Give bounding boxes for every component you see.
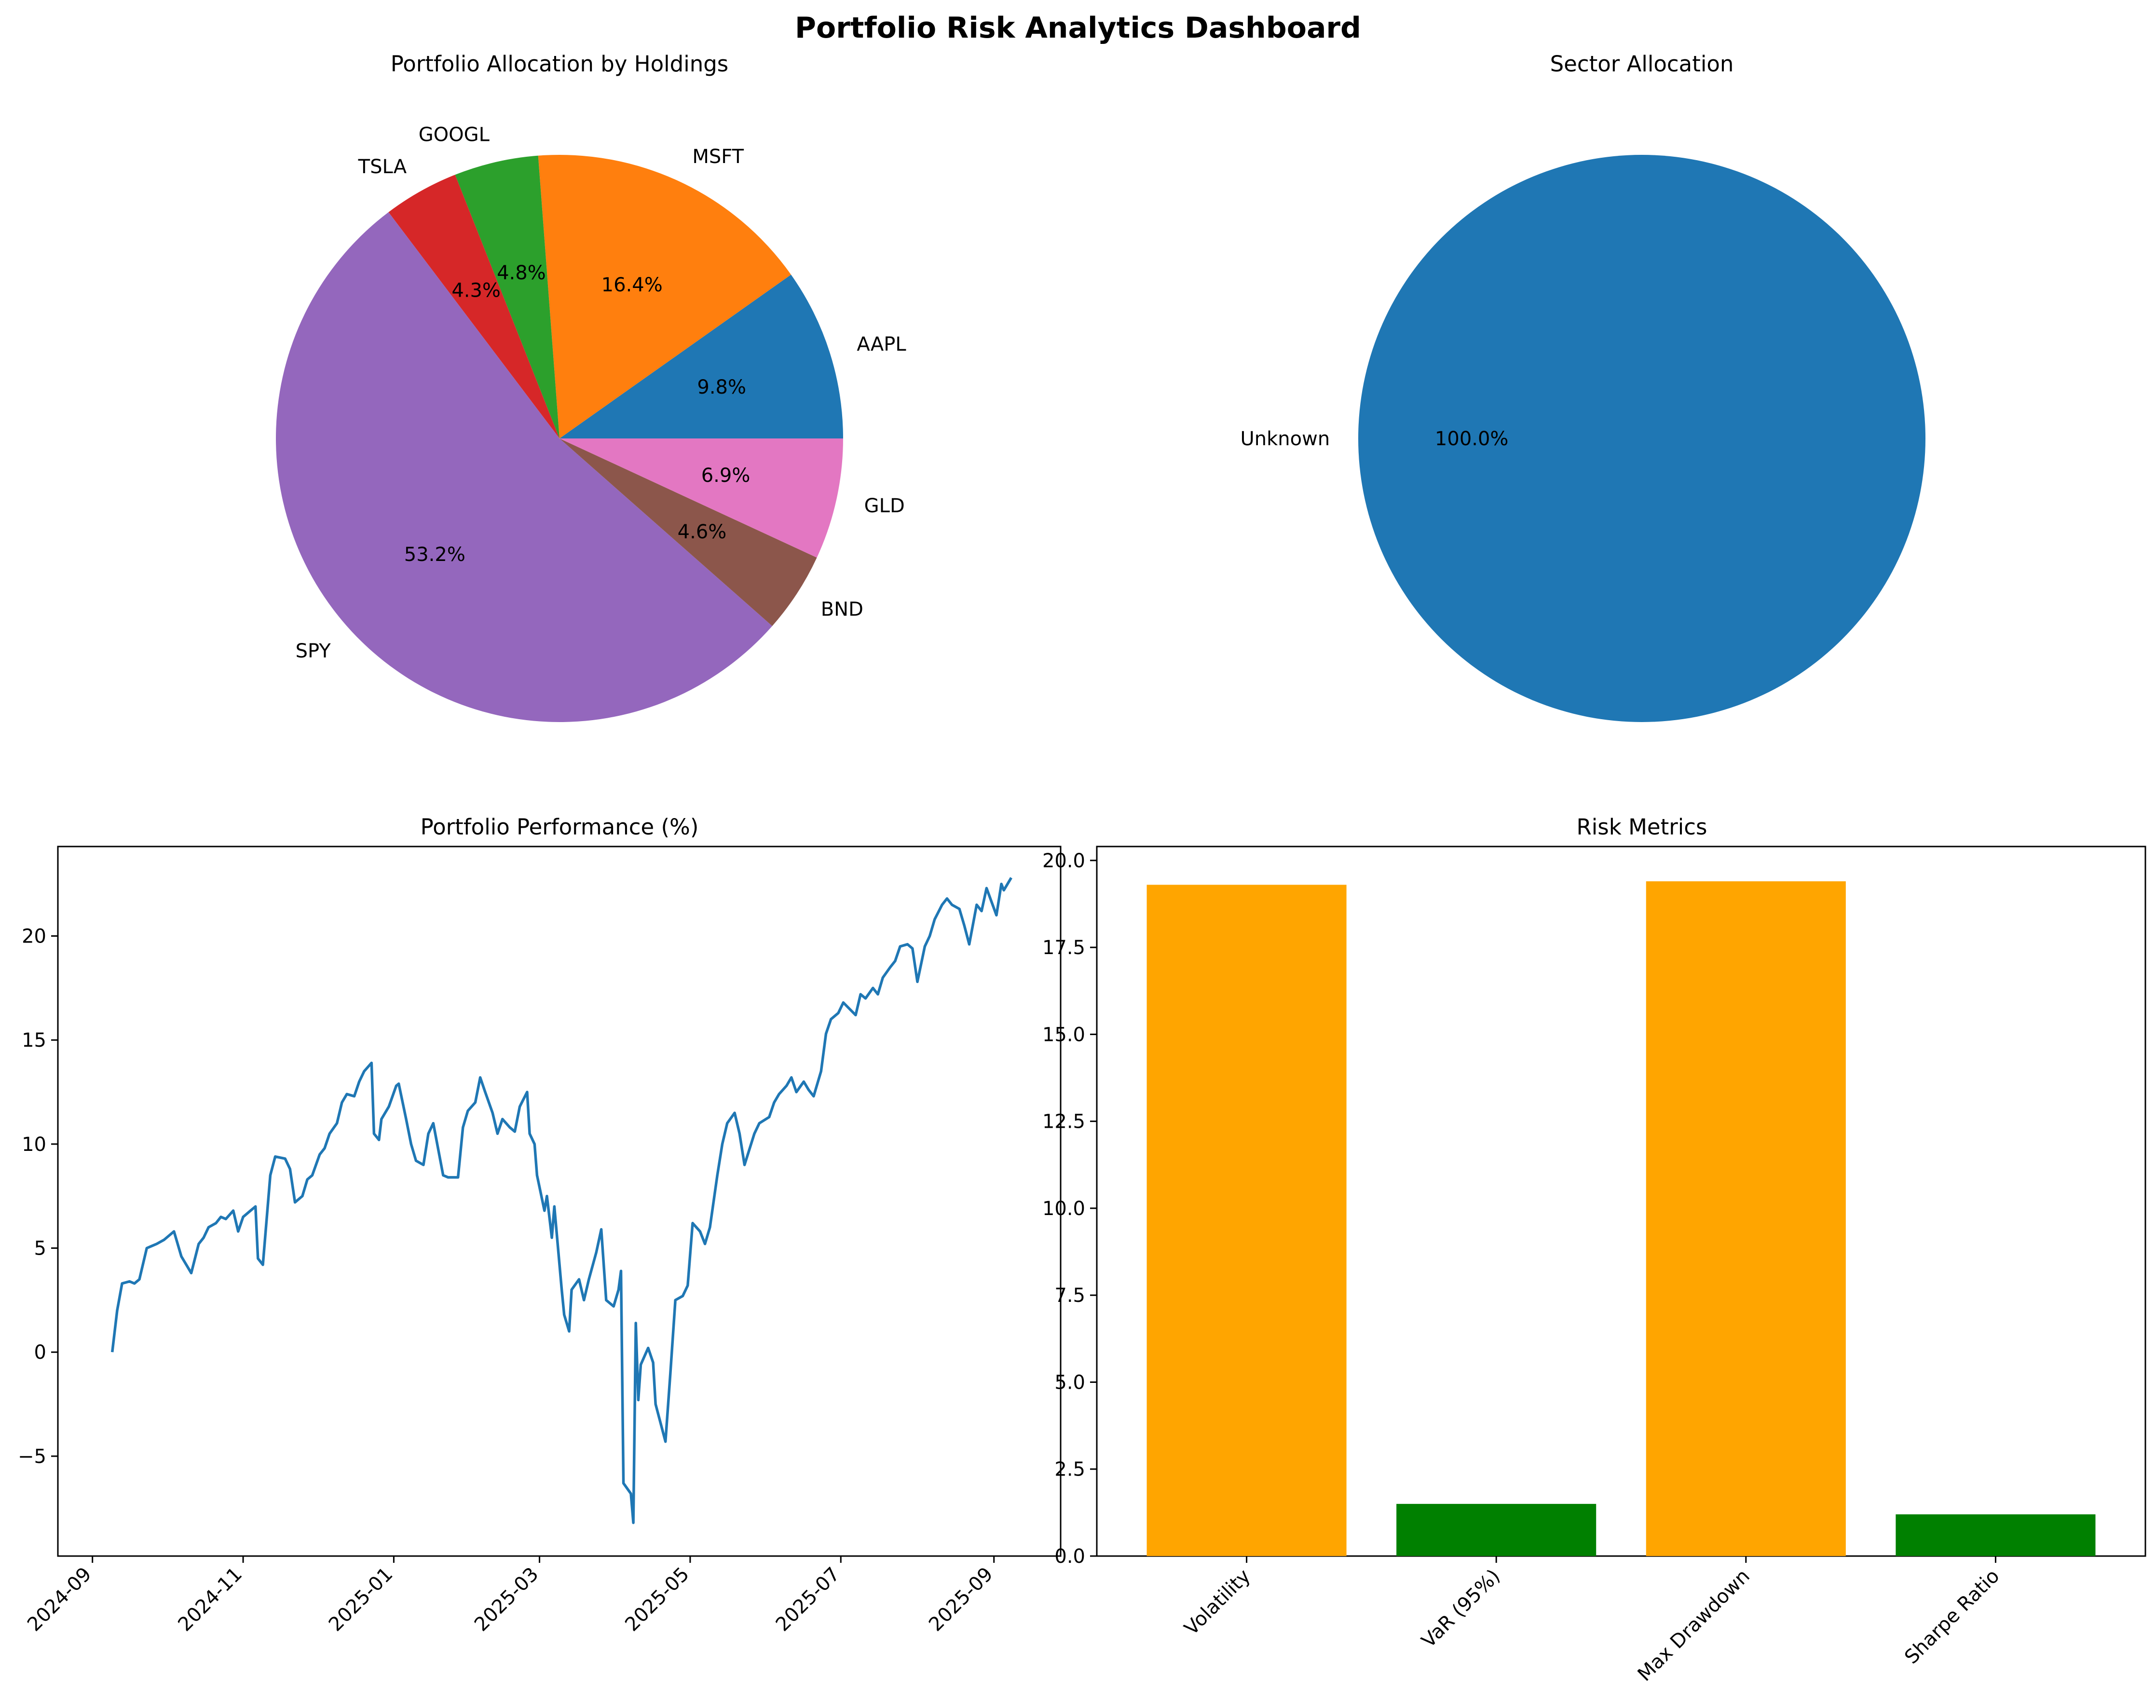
performance-series — [110, 877, 1012, 1524]
bar-plot-frame — [1096, 846, 2146, 1557]
bar-sharpe-ratio — [1896, 1514, 2096, 1556]
sector-pie-slices — [1358, 155, 1925, 722]
bar-y-tick-label: 0.0 — [1054, 1545, 1085, 1568]
performance-y-tick-label: 5 — [34, 1238, 46, 1260]
sector-pie-chart: Sector Allocation Unknown 100.0% — [1241, 51, 1925, 722]
sector-label-unknown: Unknown — [1241, 428, 1330, 450]
holdings-slice-tsla — [388, 175, 559, 439]
holdings-label-aapl: AAPL — [857, 333, 906, 355]
holdings-pct-spy: 53.2% — [404, 544, 465, 566]
bar-y-tick-label: 10.0 — [1042, 1198, 1085, 1220]
holdings-pct-tsla: 4.3% — [451, 279, 501, 301]
bar-y-tick-label: 7.5 — [1054, 1284, 1085, 1307]
holdings-pct-googl: 4.8% — [497, 262, 546, 284]
holdings-pie-slices — [275, 155, 843, 723]
holdings-pie-title: Portfolio Allocation by Holdings — [391, 51, 729, 77]
bar-y-tick-label: 5.0 — [1054, 1371, 1085, 1394]
bar-y-tick-label: 2.5 — [1054, 1459, 1085, 1481]
holdings-slice-msft — [538, 155, 791, 438]
sector-slice-unknown — [1358, 155, 1925, 722]
holdings-pct-aapl: 9.8% — [697, 376, 746, 398]
holdings-slice-googl — [455, 155, 559, 439]
performance-plot-frame — [57, 846, 1062, 1557]
holdings-label-tsla: TSLA — [358, 156, 407, 178]
performance-y-tick-label: −5 — [18, 1446, 46, 1468]
holdings-slice-aapl — [559, 274, 843, 438]
holdings-slice-gld — [559, 438, 843, 558]
bar-y-tick-label: 17.5 — [1042, 937, 1085, 959]
bar-volatility — [1146, 885, 1347, 1556]
holdings-pct-gld: 6.9% — [701, 465, 751, 487]
holdings-label-msft: MSFT — [692, 146, 744, 168]
performance-chart-title: Portfolio Performance (%) — [421, 814, 699, 840]
holdings-pct-bnd: 4.6% — [678, 521, 727, 543]
holdings-label-googl: GOOGL — [419, 124, 490, 146]
holdings-slice-bnd — [559, 438, 817, 626]
bar-y-tick-label: 12.5 — [1042, 1111, 1085, 1133]
performance-line — [110, 877, 1012, 1524]
risk-metrics-title: Risk Metrics — [1577, 814, 1707, 840]
performance-y-tick-label: 10 — [22, 1134, 46, 1156]
dashboard-title: Portfolio Risk Analytics Dashboard — [795, 11, 1361, 45]
sector-pct-unknown: 100.0% — [1435, 428, 1509, 450]
bar-var-95 — [1396, 1503, 1597, 1556]
performance-y-tick-label: 15 — [22, 1029, 46, 1052]
bar-y-tick-label: 15.0 — [1042, 1024, 1085, 1046]
bar-max-drawdown — [1646, 881, 1846, 1556]
performance-y-tick-label: 0 — [34, 1341, 46, 1364]
holdings-label-gld: GLD — [864, 495, 905, 517]
bar-y-tick-label: 20.0 — [1042, 850, 1085, 872]
sector-pie-title: Sector Allocation — [1550, 51, 1734, 77]
holdings-pie-chart: Portfolio Allocation by Holdings AAPL 9.8… — [275, 51, 907, 723]
performance-y-tick-label: 20 — [22, 925, 46, 947]
holdings-label-spy: SPY — [296, 640, 331, 662]
risk-metrics-bars — [1146, 881, 2096, 1556]
holdings-pie-labels: AAPL 9.8% MSFT 16.4% GOOGL 4.8% TSLA 4.3% SPY 53.… — [296, 124, 907, 662]
holdings-pct-msft: 16.4% — [601, 274, 663, 296]
sector-pie-labels: Unknown 100.0% — [1241, 428, 1509, 450]
holdings-label-bnd: BND — [821, 598, 863, 620]
holdings-slice-spy — [275, 212, 773, 723]
